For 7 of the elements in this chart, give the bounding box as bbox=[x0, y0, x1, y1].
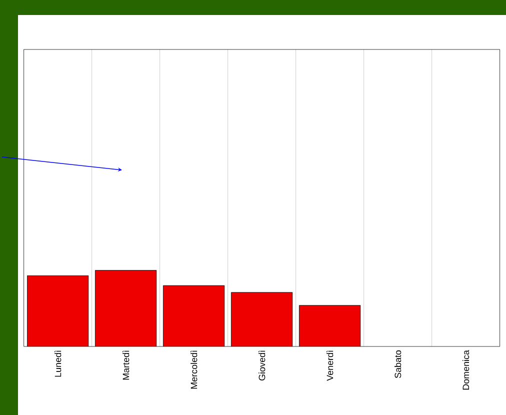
x-tick-label: Mercoledì bbox=[190, 350, 198, 389]
x-tick-label: Martedì bbox=[122, 350, 130, 380]
x-tick-label: Domenica bbox=[462, 350, 470, 390]
x-tick-label: Venerdì bbox=[326, 350, 334, 381]
x-tick-label: Giovedì bbox=[258, 350, 266, 380]
x-tick-label: Lunedì bbox=[54, 350, 62, 377]
x-tick-label: Sabato bbox=[394, 350, 402, 378]
